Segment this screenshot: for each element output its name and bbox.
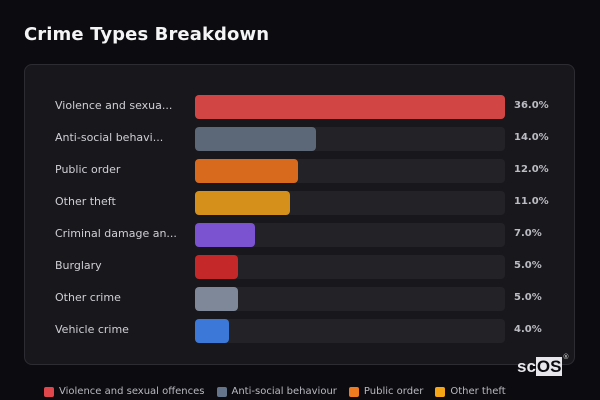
bar[interactable] bbox=[195, 159, 299, 183]
bar-label: Criminal damage an... bbox=[55, 227, 177, 240]
bar-track bbox=[195, 255, 505, 279]
bar-row[interactable]: Anti-social behavi... 14.0% bbox=[25, 127, 574, 151]
bar-label: Vehicle crime bbox=[55, 323, 129, 336]
bar-label: Violence and sexua... bbox=[55, 99, 173, 112]
bar-row[interactable]: Criminal damage an... 7.0% bbox=[25, 223, 574, 247]
chart-panel: Violence and sexua... 36.0% Anti-social … bbox=[24, 64, 575, 365]
logo-text-sc: sc bbox=[517, 357, 536, 376]
bar-row[interactable]: Other theft 11.0% bbox=[25, 191, 574, 215]
bar-track bbox=[195, 287, 505, 311]
bar[interactable] bbox=[195, 255, 239, 279]
bar-value: 7.0% bbox=[514, 228, 542, 239]
bar-label: Anti-social behavi... bbox=[55, 131, 164, 144]
bar-label: Public order bbox=[55, 163, 121, 176]
legend: Violence and sexual offences Anti-social … bbox=[44, 386, 506, 397]
legend-label: Violence and sexual offences bbox=[59, 386, 205, 397]
bar[interactable] bbox=[195, 319, 230, 343]
bar[interactable] bbox=[195, 191, 290, 215]
scos-logo: scOS ® bbox=[517, 354, 568, 377]
bar-track bbox=[195, 319, 505, 343]
bar[interactable] bbox=[195, 127, 316, 151]
bar[interactable] bbox=[195, 95, 505, 119]
bar-track bbox=[195, 95, 505, 119]
bar-value: 36.0% bbox=[514, 100, 549, 111]
bar-value: 4.0% bbox=[514, 324, 542, 335]
bar-label: Other crime bbox=[55, 291, 121, 304]
bar-track bbox=[195, 127, 505, 151]
legend-label: Public order bbox=[363, 386, 424, 397]
bar-value: 5.0% bbox=[514, 260, 542, 271]
bar-value: 14.0% bbox=[514, 132, 549, 143]
bar-track bbox=[195, 191, 505, 215]
legend-swatch-icon bbox=[44, 386, 54, 397]
legend-item[interactable]: Public order bbox=[348, 386, 424, 397]
logo-text-os: OS bbox=[535, 357, 563, 376]
chart-title: Crime Types Breakdown bbox=[24, 24, 270, 45]
bar-row[interactable]: Vehicle crime 4.0% bbox=[25, 319, 574, 343]
legend-swatch-icon bbox=[216, 386, 227, 397]
legend-item[interactable]: Violence and sexual offences bbox=[44, 386, 205, 397]
bar-value: 11.0% bbox=[514, 196, 549, 207]
registered-mark: ® bbox=[563, 354, 569, 361]
bar-label: Other theft bbox=[55, 195, 116, 208]
bar-row[interactable]: Burglary 5.0% bbox=[25, 255, 574, 279]
legend-swatch-icon bbox=[435, 386, 446, 397]
legend-label: Other theft bbox=[450, 386, 506, 397]
bar-row[interactable]: Public order 12.0% bbox=[25, 159, 574, 183]
legend-item[interactable]: Anti-social behaviour bbox=[216, 386, 337, 397]
bar-row[interactable]: Other crime 5.0% bbox=[25, 287, 574, 311]
bar-row[interactable]: Violence and sexua... 36.0% bbox=[25, 95, 574, 119]
bar[interactable] bbox=[195, 287, 239, 311]
bar[interactable] bbox=[195, 223, 256, 247]
bar-track bbox=[195, 223, 505, 247]
bar-value: 5.0% bbox=[514, 292, 542, 303]
legend-item[interactable]: Other theft bbox=[435, 386, 506, 397]
bar-label: Burglary bbox=[55, 259, 102, 272]
legend-swatch-icon bbox=[348, 386, 359, 397]
bar-value: 12.0% bbox=[514, 164, 549, 175]
bar-track bbox=[195, 159, 505, 183]
legend-label: Anti-social behaviour bbox=[231, 386, 337, 397]
